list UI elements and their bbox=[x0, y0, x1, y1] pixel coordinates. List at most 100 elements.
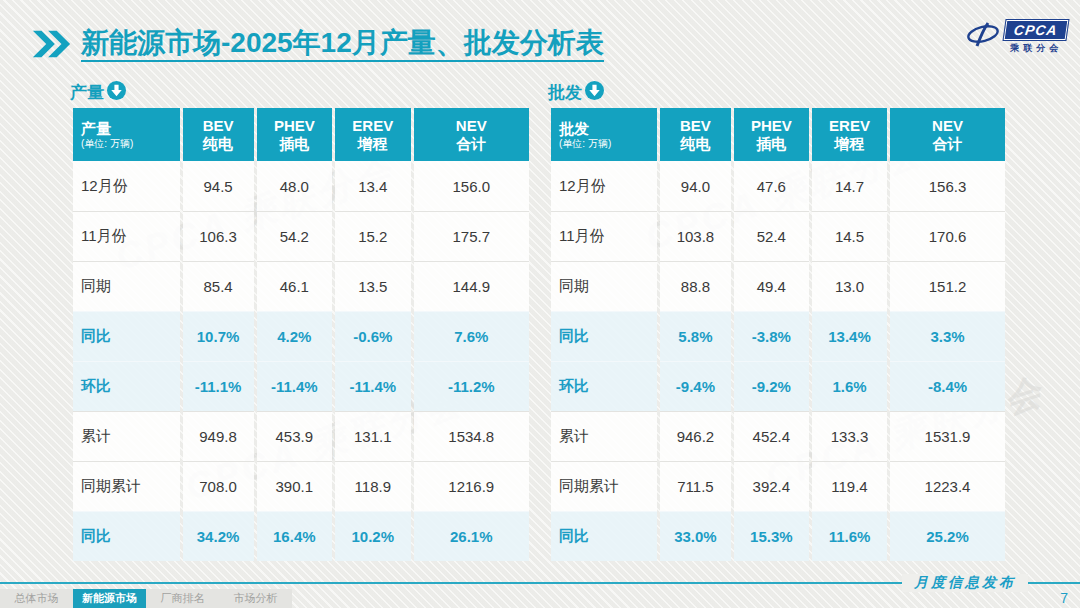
cell-value: 452.4 bbox=[734, 411, 809, 461]
table-row: 同比5.8%-3.8%13.4%3.3% bbox=[551, 311, 1005, 361]
cell-value: 47.6 bbox=[734, 161, 809, 211]
cell-value: 13.4 bbox=[335, 161, 410, 211]
column-header: NEV合计 bbox=[890, 108, 1005, 161]
cell-value: 1216.9 bbox=[414, 461, 529, 511]
row-label: 同期累计 bbox=[73, 461, 180, 511]
cell-value: 16.4% bbox=[257, 511, 332, 561]
page-number: 7 bbox=[1060, 590, 1068, 606]
row-label: 同比 bbox=[551, 511, 657, 561]
cell-value: 88.8 bbox=[660, 261, 731, 311]
cell-value: 946.2 bbox=[660, 411, 731, 461]
cell-value: 10.2% bbox=[335, 511, 410, 561]
cpca-logo-text: CPCA bbox=[1004, 20, 1068, 40]
cell-value: 85.4 bbox=[183, 261, 254, 311]
cell-value: -11.1% bbox=[183, 361, 254, 411]
table-corner-header: 批发(单位: 万辆) bbox=[551, 108, 657, 161]
table-row: 同期88.849.413.0151.2 bbox=[551, 261, 1005, 311]
cell-value: 119.4 bbox=[812, 461, 887, 511]
production-label: 产量 bbox=[70, 81, 104, 104]
cell-value: 103.8 bbox=[660, 211, 731, 261]
cell-value: -11.4% bbox=[257, 361, 332, 411]
publication-label: 月度信息发布 bbox=[902, 574, 1028, 592]
cell-value: 131.1 bbox=[335, 411, 410, 461]
table-row: 同期累计711.5392.4119.41223.4 bbox=[551, 461, 1005, 511]
cell-value: 708.0 bbox=[183, 461, 254, 511]
cell-value: 949.8 bbox=[183, 411, 254, 461]
cell-value: 14.7 bbox=[812, 161, 887, 211]
column-header: EREV增程 bbox=[335, 108, 410, 161]
row-label: 同比 bbox=[73, 311, 180, 361]
nav-tab-市场分析[interactable]: 市场分析 bbox=[219, 589, 292, 608]
table-row: 环比-9.4%-9.2%1.6%-8.4% bbox=[551, 361, 1005, 411]
cell-value: 15.3% bbox=[734, 511, 809, 561]
cell-value: 156.3 bbox=[890, 161, 1005, 211]
cell-value: 151.2 bbox=[890, 261, 1005, 311]
production-table-header-row: 产量(单位: 万辆)BEV纯电PHEV插电EREV增程NEV合计 bbox=[73, 108, 529, 161]
cell-value: -9.2% bbox=[734, 361, 809, 411]
cell-value: 11.6% bbox=[812, 511, 887, 561]
row-label: 同期累计 bbox=[551, 461, 657, 511]
cpca-logo-subtitle: 乘联分会 bbox=[1010, 42, 1062, 55]
nav-tab-新能源市场[interactable]: 新能源市场 bbox=[73, 589, 146, 608]
slide: CPCA 乘联分会 CPCA 乘联分会 CPCA 乘联分会 CPCA 乘联分会 … bbox=[0, 0, 1080, 608]
row-label: 累计 bbox=[551, 411, 657, 461]
column-header: EREV增程 bbox=[812, 108, 887, 161]
cell-value: 13.0 bbox=[812, 261, 887, 311]
table-row: 同比34.2%16.4%10.2%26.1% bbox=[73, 511, 529, 561]
table-row: 同期累计708.0390.1118.91216.9 bbox=[73, 461, 529, 511]
page-title-highlight: 新能源市场 bbox=[81, 27, 221, 58]
cell-value: 392.4 bbox=[734, 461, 809, 511]
table-corner-header: 产量(单位: 万辆) bbox=[73, 108, 180, 161]
cell-value: 175.7 bbox=[414, 211, 529, 261]
cell-value: 106.3 bbox=[183, 211, 254, 261]
cell-value: 48.0 bbox=[257, 161, 332, 211]
wholesale-label: 批发 bbox=[548, 81, 582, 104]
cell-value: -11.4% bbox=[335, 361, 410, 411]
cell-value: 170.6 bbox=[890, 211, 1005, 261]
cell-value: 54.2 bbox=[257, 211, 332, 261]
row-label: 同期 bbox=[551, 261, 657, 311]
cell-value: 26.1% bbox=[414, 511, 529, 561]
cell-value: -8.4% bbox=[890, 361, 1005, 411]
cell-value: 7.6% bbox=[414, 311, 529, 361]
cell-value: 3.3% bbox=[890, 311, 1005, 361]
cpca-emblem-icon bbox=[965, 22, 1001, 52]
table-row: 累计946.2452.4133.31531.9 bbox=[551, 411, 1005, 461]
header: 新能源市场-2025年12月产量、批发分析表 bbox=[30, 27, 604, 63]
cell-value: 133.3 bbox=[812, 411, 887, 461]
cell-value: 15.2 bbox=[335, 211, 410, 261]
row-label: 11月份 bbox=[551, 211, 657, 261]
cell-value: 4.2% bbox=[257, 311, 332, 361]
cell-value: 34.2% bbox=[183, 511, 254, 561]
table-row: 11月份106.354.215.2175.7 bbox=[73, 211, 529, 261]
production-section-label: 产量 bbox=[70, 80, 532, 104]
row-label: 11月份 bbox=[73, 211, 180, 261]
bottom-nav-tabs: 总体市场新能源市场厂商排名市场分析 bbox=[0, 589, 292, 608]
double-chevron-icon bbox=[30, 29, 72, 63]
page-title-rest: -2025年12月产量、批发分析表 bbox=[221, 27, 604, 58]
production-table: 产量(单位: 万辆)BEV纯电PHEV插电EREV增程NEV合计 12月份94.… bbox=[70, 108, 532, 561]
cell-value: 52.4 bbox=[734, 211, 809, 261]
cell-value: 94.0 bbox=[660, 161, 731, 211]
cell-value: 10.7% bbox=[183, 311, 254, 361]
cell-value: -3.8% bbox=[734, 311, 809, 361]
cpca-logo: CPCA 乘联分会 bbox=[965, 20, 1067, 55]
table-row: 累计949.8453.9131.11534.8 bbox=[73, 411, 529, 461]
row-label: 同期 bbox=[73, 261, 180, 311]
table-row: 同期85.446.113.5144.9 bbox=[73, 261, 529, 311]
row-label: 累计 bbox=[73, 411, 180, 461]
cell-value: 118.9 bbox=[335, 461, 410, 511]
cell-value: 13.4% bbox=[812, 311, 887, 361]
row-label: 同比 bbox=[73, 511, 180, 561]
nav-tab-总体市场[interactable]: 总体市场 bbox=[0, 589, 73, 608]
column-header: BEV纯电 bbox=[660, 108, 731, 161]
cell-value: 711.5 bbox=[660, 461, 731, 511]
cell-value: 1531.9 bbox=[890, 411, 1005, 461]
table-row: 环比-11.1%-11.4%-11.4%-11.2% bbox=[73, 361, 529, 411]
wholesale-section: 批发 批发(单位: 万辆)BEV纯电PHEV插电EREV增程NEV合计 12月份… bbox=[548, 80, 1008, 561]
table-row: 12月份94.047.614.7156.3 bbox=[551, 161, 1005, 211]
nav-tab-厂商排名[interactable]: 厂商排名 bbox=[146, 589, 219, 608]
row-label: 12月份 bbox=[551, 161, 657, 211]
column-header: PHEV插电 bbox=[734, 108, 809, 161]
cell-value: 390.1 bbox=[257, 461, 332, 511]
